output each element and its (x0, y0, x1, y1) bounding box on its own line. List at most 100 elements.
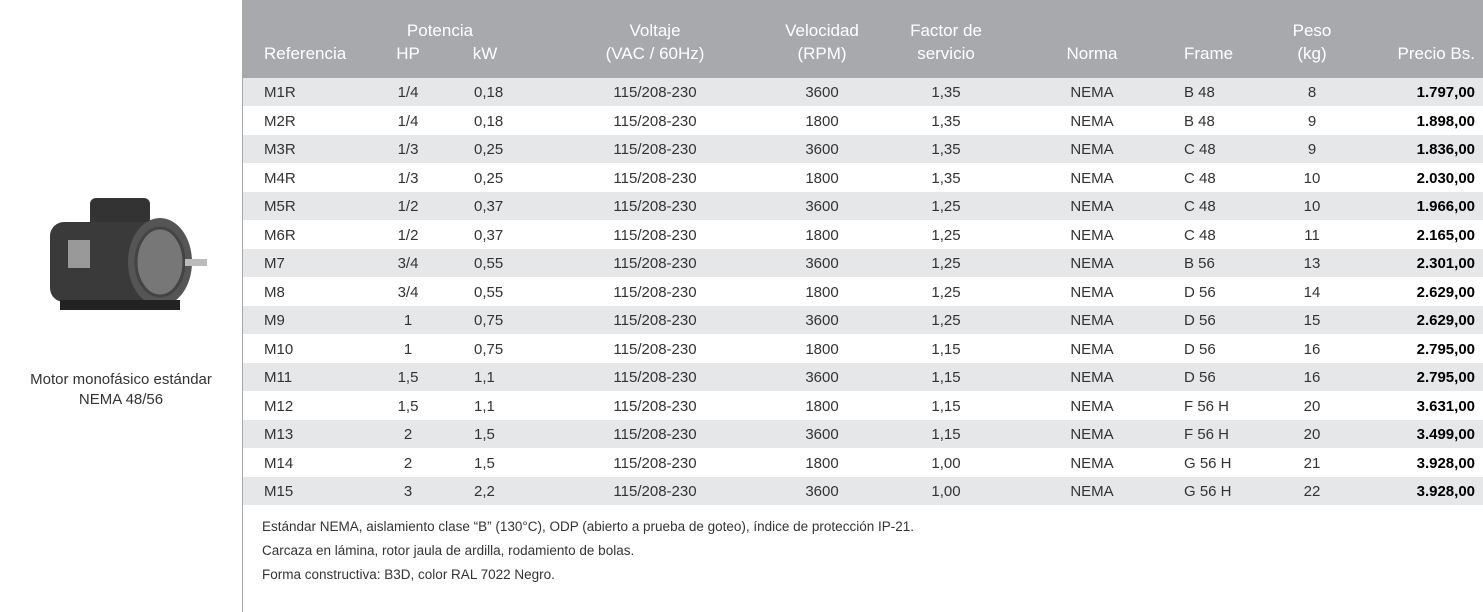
cell: 1,15 (931, 342, 960, 357)
cell: 8 (1308, 85, 1316, 100)
cell: 115/208-230 (613, 427, 696, 442)
cell: 1,25 (931, 285, 960, 300)
cell: G 56 H (1184, 484, 1232, 499)
cell: NEMA (1070, 342, 1113, 357)
cell: 3/4 (398, 285, 419, 300)
cell: 0,55 (474, 285, 503, 300)
cell: 1,35 (931, 142, 960, 157)
cell: NEMA (1070, 199, 1113, 214)
row-band (243, 221, 1483, 250)
cell: 0,75 (474, 342, 503, 357)
row-band (243, 477, 1483, 506)
header: HP (396, 45, 420, 62)
cell: 1.898,00 (1417, 114, 1475, 129)
cell: 0,55 (474, 256, 503, 271)
cell: 14 (1304, 285, 1321, 300)
cell: D 56 (1184, 313, 1216, 328)
cell: NEMA (1070, 85, 1113, 100)
cell: NEMA (1070, 228, 1113, 243)
cell: 21 (1304, 456, 1321, 471)
cell: NEMA (1070, 399, 1113, 414)
cell: 9 (1308, 114, 1316, 129)
cell: 2.629,00 (1417, 285, 1475, 300)
cell: 3.631,00 (1417, 399, 1475, 414)
cell: 1800 (805, 285, 838, 300)
cell: M6R (264, 228, 296, 243)
caption: Motor monofásico estándar NEMA 48/56 (0, 370, 242, 410)
cell: F 56 H (1184, 399, 1229, 414)
row-band (243, 306, 1483, 335)
cell: 1800 (805, 171, 838, 186)
note: Carcaza en lámina, rotor jaula de ardill… (262, 544, 634, 558)
cell: NEMA (1070, 285, 1113, 300)
cell: 22 (1304, 484, 1321, 499)
cell: 16 (1304, 370, 1321, 385)
cell: 2.795,00 (1417, 342, 1475, 357)
cell: 2.795,00 (1417, 370, 1475, 385)
cell: NEMA (1070, 114, 1113, 129)
cell: M7 (264, 256, 285, 271)
cell: C 48 (1184, 228, 1216, 243)
cell: 1,35 (931, 85, 960, 100)
cell: D 56 (1184, 285, 1216, 300)
cell: 2 (404, 456, 412, 471)
cell: B 48 (1184, 114, 1215, 129)
cell: 3600 (805, 256, 838, 271)
cell: 1 (404, 313, 412, 328)
header: Velocidad (785, 22, 859, 39)
cell: NEMA (1070, 484, 1113, 499)
cell: C 48 (1184, 142, 1216, 157)
cell: 1800 (805, 342, 838, 357)
cell: 1,00 (931, 484, 960, 499)
cell: 3/4 (398, 256, 419, 271)
cell: D 56 (1184, 370, 1216, 385)
cell: 115/208-230 (613, 199, 696, 214)
header: (kg) (1297, 45, 1326, 62)
cell: 1,25 (931, 228, 960, 243)
cell: NEMA (1070, 142, 1113, 157)
cell: M15 (264, 484, 293, 499)
caption-line: NEMA 48/56 (0, 390, 242, 410)
cell: 1,15 (931, 370, 960, 385)
cell: 10 (1304, 171, 1321, 186)
cell: 3.928,00 (1417, 484, 1475, 499)
cell: M12 (264, 399, 293, 414)
header: Norma (1066, 45, 1117, 62)
cell: M14 (264, 456, 293, 471)
row-band (243, 335, 1483, 364)
cell: 1,5 (474, 456, 495, 471)
row-band (243, 249, 1483, 278)
cell: 16 (1304, 342, 1321, 357)
header: Potencia (407, 22, 473, 39)
cell: 2 (404, 427, 412, 442)
row-band (243, 392, 1483, 421)
cell: 20 (1304, 427, 1321, 442)
header: Peso (1293, 22, 1332, 39)
cell: G 56 H (1184, 456, 1232, 471)
cell: 3600 (805, 199, 838, 214)
cell: 115/208-230 (613, 484, 696, 499)
cell: NEMA (1070, 456, 1113, 471)
cell: 1,5 (398, 399, 419, 414)
cell: 2.629,00 (1417, 313, 1475, 328)
cell: M1R (264, 85, 296, 100)
cell: 1,15 (931, 427, 960, 442)
cell: 1/4 (398, 114, 419, 129)
cell: NEMA (1070, 427, 1113, 442)
cell: 1,1 (474, 399, 495, 414)
cell: 1/3 (398, 142, 419, 157)
cell: 15 (1304, 313, 1321, 328)
cell: 1/2 (398, 228, 419, 243)
cell: 1800 (805, 228, 838, 243)
cell: 11 (1304, 228, 1320, 243)
cell: F 56 H (1184, 427, 1229, 442)
cell: 115/208-230 (613, 399, 696, 414)
cell: M9 (264, 313, 285, 328)
cell: M3R (264, 142, 296, 157)
cell: C 48 (1184, 171, 1216, 186)
cell: 0,18 (474, 85, 503, 100)
header: Factor de (910, 22, 982, 39)
cell: 3600 (805, 142, 838, 157)
cell: 1,5 (398, 370, 419, 385)
cell: 1800 (805, 399, 838, 414)
